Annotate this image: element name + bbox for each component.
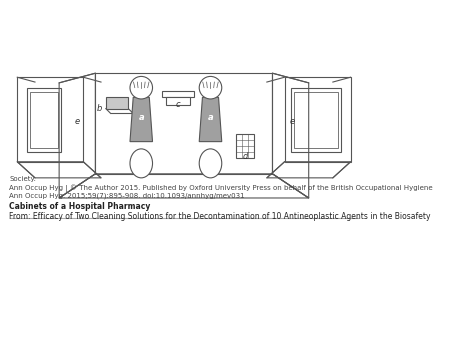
Polygon shape bbox=[162, 91, 194, 97]
Text: Society.: Society. bbox=[9, 176, 36, 182]
Polygon shape bbox=[166, 97, 190, 105]
Ellipse shape bbox=[199, 149, 222, 178]
Text: Cabinets of a Hospital Pharmacy: Cabinets of a Hospital Pharmacy bbox=[9, 202, 151, 211]
Text: From: Efficacy of Two Cleaning Solutions for the Decontamination of 10 Antineopl: From: Efficacy of Two Cleaning Solutions… bbox=[9, 212, 431, 221]
Text: Ann Occup Hyg | © The Author 2015. Published by Oxford University Press on behal: Ann Occup Hyg | © The Author 2015. Publi… bbox=[9, 184, 433, 192]
Text: d: d bbox=[243, 152, 248, 161]
Text: c: c bbox=[176, 100, 180, 110]
Circle shape bbox=[130, 76, 153, 99]
Text: e: e bbox=[290, 117, 295, 126]
Text: Ann Occup Hyg. 2015;59(7):895-908. doi:10.1093/annhyg/mev031: Ann Occup Hyg. 2015;59(7):895-908. doi:1… bbox=[9, 192, 245, 199]
Polygon shape bbox=[199, 97, 222, 142]
Polygon shape bbox=[106, 97, 128, 108]
Text: a: a bbox=[139, 113, 144, 122]
Text: a: a bbox=[208, 113, 213, 122]
Circle shape bbox=[199, 76, 222, 99]
Polygon shape bbox=[236, 134, 254, 158]
Text: e: e bbox=[74, 117, 79, 126]
Ellipse shape bbox=[130, 149, 153, 178]
Polygon shape bbox=[130, 97, 153, 142]
Text: b: b bbox=[97, 104, 102, 113]
